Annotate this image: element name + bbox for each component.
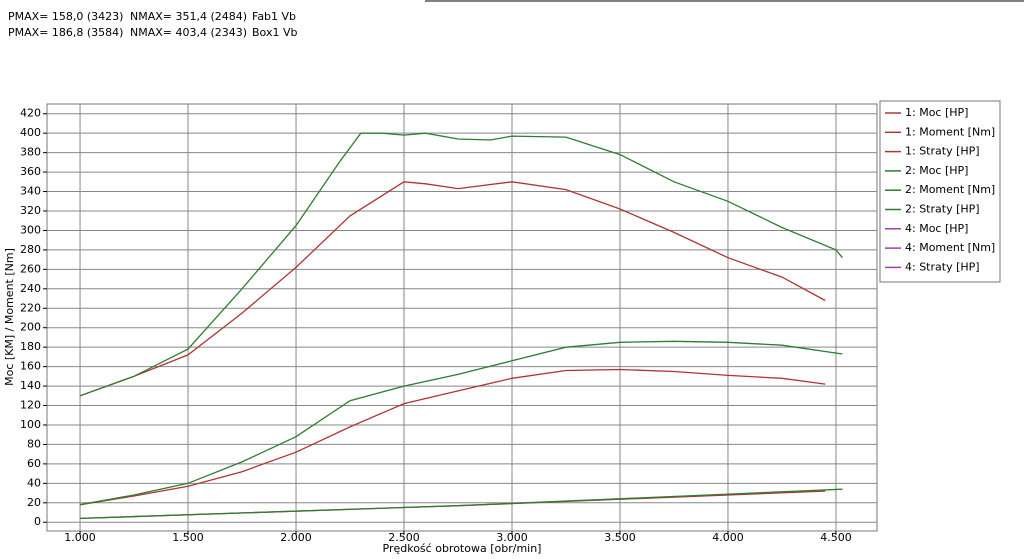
y-tick-label: 260 — [20, 262, 41, 275]
header-text: PMAX= 158,0 (3423) — [8, 10, 123, 23]
y-tick-label: 0 — [34, 515, 41, 528]
y-tick-label: 120 — [20, 399, 41, 412]
x-tick-label: 2.500 — [388, 531, 420, 544]
legend-label: 4: Straty [HP] — [905, 260, 980, 273]
y-tick-label: 300 — [20, 223, 41, 236]
legend-label: 2: Moc [HP] — [905, 164, 968, 177]
y-tick-label: 20 — [27, 496, 41, 509]
legend-label: 1: Straty [HP] — [905, 145, 980, 158]
y-tick-label: 60 — [27, 457, 41, 470]
header-text: Fab1 Vb — [252, 10, 296, 23]
y-tick-label: 140 — [20, 379, 41, 392]
y-tick-label: 420 — [20, 107, 41, 120]
x-tick-label: 4.500 — [820, 531, 852, 544]
line-series — [79, 340, 843, 506]
y-tick-label: 180 — [20, 340, 41, 353]
y-tick-label: 200 — [20, 321, 41, 334]
legend-label: 1: Moc [HP] — [905, 106, 968, 119]
line-series — [79, 132, 843, 397]
header-text: PMAX= 186,8 (3584) — [8, 26, 123, 39]
y-tick-label: 40 — [27, 476, 41, 489]
y-tick-label: 100 — [20, 418, 41, 431]
legend-label: 4: Moc [HP] — [905, 222, 968, 235]
header-text: Box1 Vb — [252, 26, 297, 39]
legend-label: 1: Moment [Nm] — [905, 125, 995, 138]
x-tick-label: 1.000 — [64, 531, 96, 544]
header-text: NMAX= 351,4 (2484) — [130, 10, 247, 23]
y-tick-label: 320 — [20, 204, 41, 217]
x-tick-label: 1.500 — [172, 531, 204, 544]
legend-label: 2: Straty [HP] — [905, 203, 980, 216]
line-series — [79, 368, 826, 506]
header-text: NMAX= 403,4 (2343) — [130, 26, 247, 39]
line-series — [79, 488, 843, 520]
y-tick-label: 380 — [20, 146, 41, 159]
y-tick-label: 80 — [27, 437, 41, 450]
legend-label: 4: Moment [Nm] — [905, 241, 995, 254]
x-tick-label: 3.500 — [604, 531, 636, 544]
y-tick-label: 160 — [20, 360, 41, 373]
line-series — [79, 181, 826, 397]
y-tick-label: 220 — [20, 301, 41, 314]
legend-box — [879, 100, 1001, 283]
legend-label: 2: Moment [Nm] — [905, 183, 995, 196]
y-tick-label: 360 — [20, 165, 41, 178]
y-tick-label: 340 — [20, 185, 41, 198]
y-tick-label: 280 — [20, 243, 41, 256]
x-tick-label: 4.000 — [712, 531, 744, 544]
y-tick-label: 240 — [20, 282, 41, 295]
x-axis-label: Prędkość obrotowa [obr/min] — [383, 542, 542, 555]
x-tick-label: 3.000 — [496, 531, 528, 544]
y-axis-label: Moc [KM] / Moment [Nm] — [3, 248, 16, 386]
y-tick-label: 400 — [20, 126, 41, 139]
x-tick-label: 2.000 — [280, 531, 312, 544]
plot-frame — [46, 103, 878, 532]
